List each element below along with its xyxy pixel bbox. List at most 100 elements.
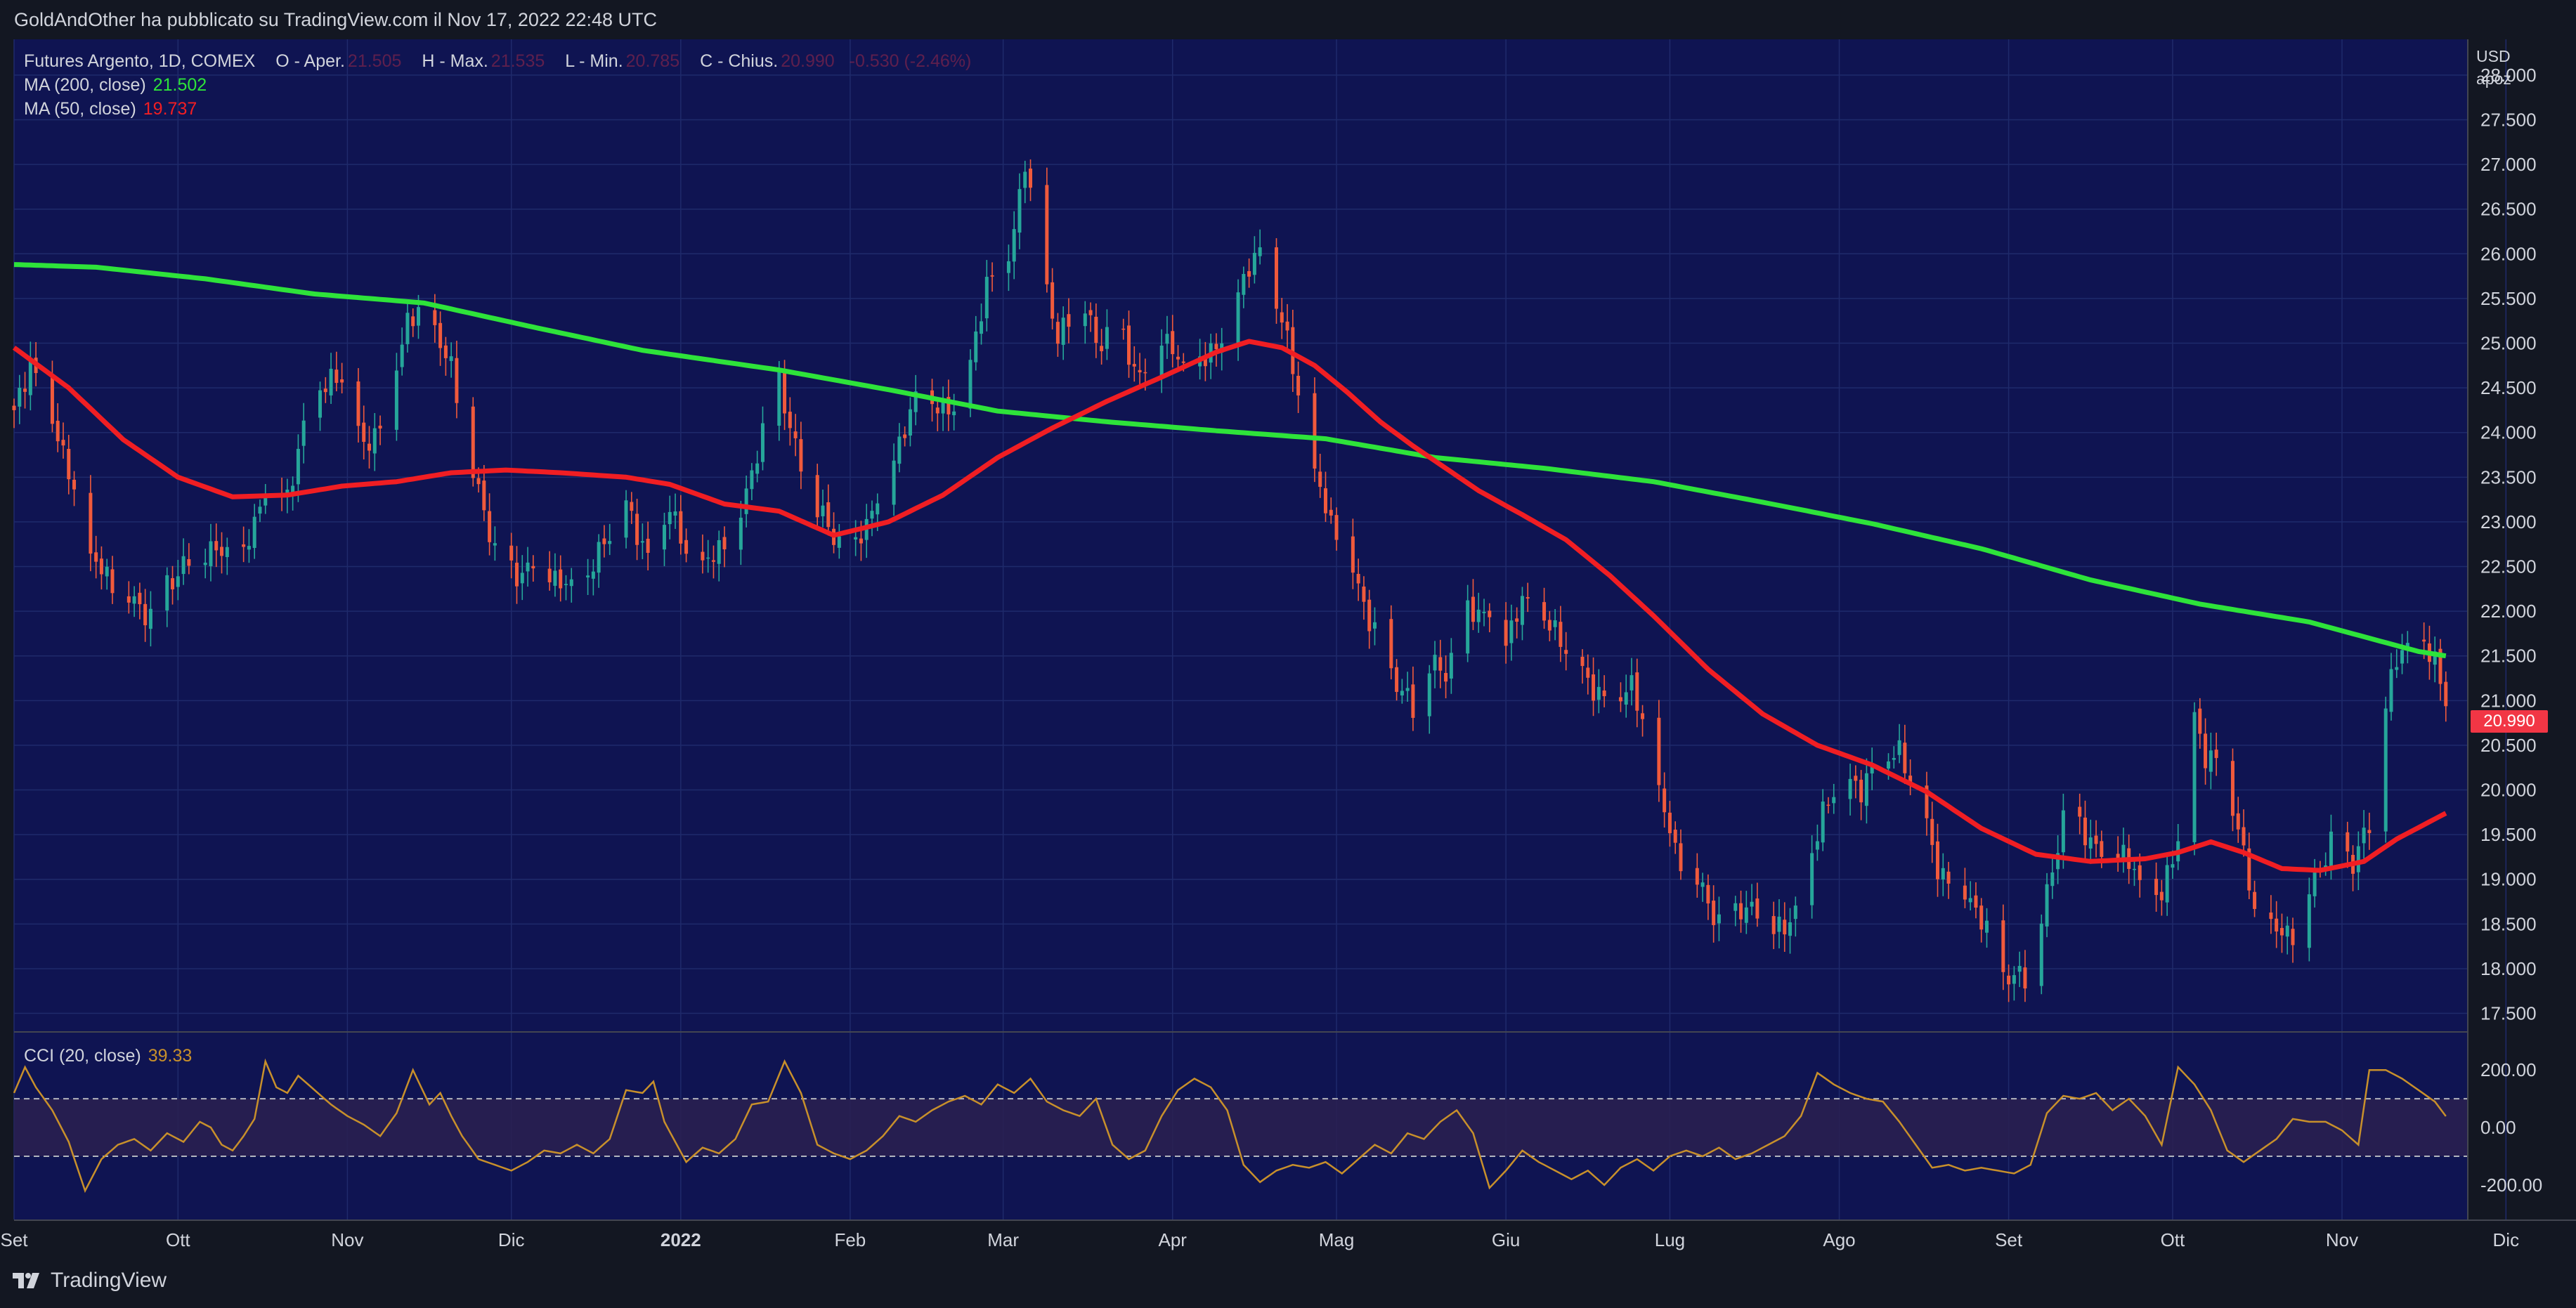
candle-body <box>1750 901 1754 907</box>
close-value: 20.990 <box>781 51 835 71</box>
candle-body <box>1356 573 1360 584</box>
candle-body <box>264 497 268 506</box>
candle-body <box>1592 674 1596 701</box>
candle-body <box>1318 471 1322 488</box>
candle-body <box>701 551 705 561</box>
candle-body <box>2346 832 2350 852</box>
candle-body <box>2050 872 2055 887</box>
candle-body <box>187 559 191 566</box>
tradingview-logo[interactable]: TradingView <box>13 1269 167 1293</box>
candle-body <box>591 571 595 579</box>
cci-value: 39.33 <box>148 1046 193 1066</box>
candle-body <box>635 514 639 545</box>
candle-body <box>1121 328 1126 330</box>
candle-body <box>2269 913 2273 920</box>
candle-body <box>1029 168 1033 188</box>
candle-body <box>1214 344 1218 350</box>
candle-body <box>1864 773 1868 806</box>
candle-body <box>870 511 874 519</box>
candle-body <box>859 538 863 544</box>
last-price-tag: 20.990 <box>2471 710 2548 733</box>
candle-body <box>968 360 972 409</box>
candle-body <box>2395 667 2399 670</box>
candle-body <box>1159 345 1164 377</box>
candle-body <box>1717 914 1721 924</box>
candle-body <box>126 596 131 603</box>
close-label: C - Chius. <box>700 51 779 71</box>
candle-body <box>1553 620 1557 627</box>
candle-body <box>1821 802 1825 843</box>
price-tick-label: 28.000 <box>2480 65 2537 86</box>
candle-body <box>646 538 650 553</box>
cci-tick-label: -200.00 <box>2480 1175 2542 1196</box>
ma200-line <box>13 262 2447 659</box>
candle-body <box>1542 602 1547 621</box>
candle-body <box>1433 655 1437 671</box>
symbol-label: Futures Argento, 1D, COMEX <box>24 51 256 71</box>
candle-body <box>2094 835 2098 844</box>
candle-body <box>372 428 377 454</box>
candle-body <box>1635 672 1639 711</box>
candle-body <box>1771 916 1776 934</box>
candle-body <box>1733 903 1738 911</box>
candle-body <box>1596 686 1601 700</box>
candle-body <box>1105 327 1109 349</box>
candle-body <box>2204 733 2208 769</box>
candle-body <box>1946 871 1951 884</box>
candle-body <box>662 525 666 550</box>
candle-body <box>242 544 246 547</box>
candle-body <box>1411 684 1415 718</box>
candle-body <box>1334 515 1339 540</box>
candle-body <box>1088 310 1093 315</box>
candle-body <box>2007 975 2011 985</box>
candle-body <box>2001 920 2005 972</box>
time-tick-label: Dic <box>2493 1229 2520 1250</box>
candle-body <box>323 388 327 393</box>
candle-body <box>547 568 552 582</box>
candle-body <box>1887 761 1891 769</box>
candle-body <box>1602 690 1606 697</box>
candle-body <box>1444 672 1448 682</box>
ma50-label: MA (50, close) <box>24 99 136 119</box>
price-axis[interactable]: 17.500 18.000 18.500 19.000 19.500 20.000 20.5… <box>2480 65 2537 1024</box>
candle-body <box>1296 376 1301 395</box>
time-tick-label: Ott <box>166 1229 190 1250</box>
candle-body <box>394 370 398 430</box>
candle-body <box>1094 316 1098 344</box>
candle-body <box>2438 648 2442 684</box>
candle-body <box>569 579 573 587</box>
candle-body <box>1203 356 1207 367</box>
ma200-value: 21.502 <box>152 75 207 95</box>
candle-body <box>2039 923 2043 986</box>
candle-body <box>148 608 152 629</box>
candle-body <box>89 492 93 554</box>
candle-body <box>586 575 590 577</box>
candle-body <box>630 502 634 511</box>
candle-body <box>1903 743 1907 773</box>
candle-body <box>2214 750 2218 759</box>
candle-body <box>2132 868 2136 870</box>
candle-body <box>258 506 262 514</box>
candle-body <box>1793 905 1797 920</box>
candle-body <box>2171 864 2175 868</box>
cci-axis[interactable]: 200.00 0.00 -200.00 <box>2480 1059 2542 1196</box>
currency-label: USD <box>2476 47 2511 65</box>
candle-body <box>2362 828 2366 844</box>
candle-body <box>165 575 169 611</box>
candle-body <box>482 480 486 511</box>
candle-body <box>750 470 754 490</box>
candle-body <box>476 478 481 485</box>
candle-body <box>821 505 825 516</box>
time-axis[interactable]: Set Ott Nov Dic 2022 Feb Mar Apr Mag Giu Lug Ago Set… <box>0 1229 2519 1250</box>
candle-body <box>1712 901 1716 925</box>
candle-body <box>247 546 251 550</box>
candle-body <box>2192 712 2197 842</box>
candle-body <box>1274 247 1278 309</box>
candle-body <box>1252 252 1256 275</box>
ma50-line <box>12 339 2447 873</box>
candle-body <box>777 372 781 426</box>
candle-body <box>706 557 710 559</box>
candle-body <box>2121 844 2126 860</box>
candle-body <box>1471 596 1475 622</box>
